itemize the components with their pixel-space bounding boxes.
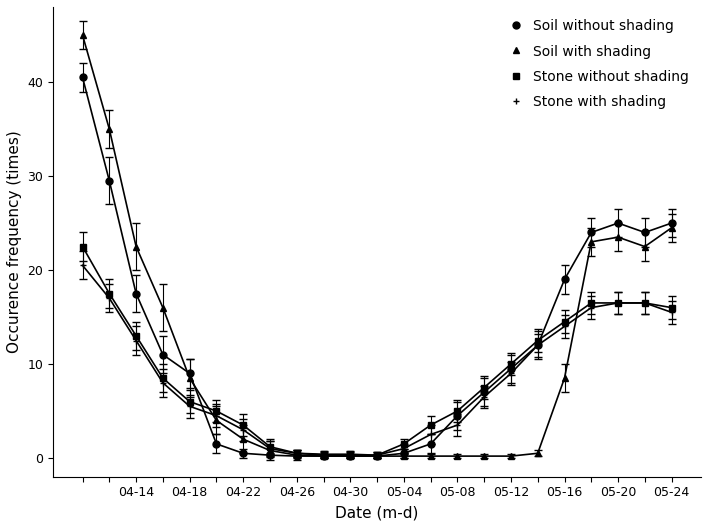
X-axis label: Date (m-d): Date (m-d) — [336, 505, 418, 520]
Y-axis label: Occurence frequency (times): Occurence frequency (times) — [7, 131, 22, 353]
Legend: Soil without shading, Soil with shading, Stone without shading, Stone with shadi: Soil without shading, Soil with shading,… — [505, 14, 694, 114]
